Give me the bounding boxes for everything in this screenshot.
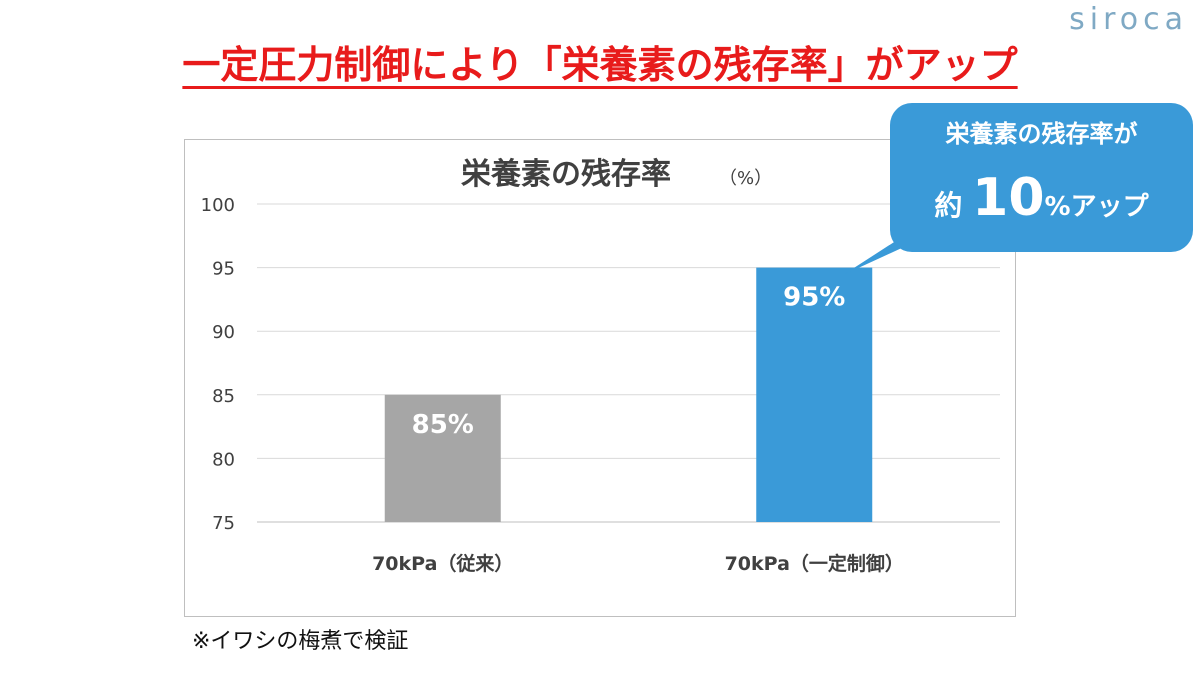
bar-2 — [756, 267, 873, 522]
x-axis: 70kPa（従来） 70kPa（一定制御） — [372, 552, 904, 575]
y-tick-label: 80 — [212, 449, 235, 470]
chart-title: 栄養素の残存率 — [461, 157, 671, 192]
callout-line2: 約 10%アップ — [890, 172, 1193, 224]
bars: 85% 95% — [384, 267, 873, 522]
callout-prefix: 約 — [934, 189, 963, 222]
bar-data-label: 85% — [412, 410, 474, 440]
footnote: ※イワシの梅煮で検証 — [192, 629, 409, 654]
bar-chart: 栄養素の残存率 （%） 75 80 85 90 95 100 85% 95% 70kPa（従… — [201, 157, 1000, 575]
callout-line1: 栄養素の残存率が — [945, 120, 1138, 148]
callout-bubble — [890, 103, 1193, 252]
y-tick-label: 90 — [212, 322, 235, 343]
bar-data-label: 95% — [783, 283, 845, 313]
y-tick-label: 95 — [212, 259, 235, 280]
chart-frame: 栄養素の残存率 （%） 75 80 85 90 95 100 85% 95% 70kPa（従… — [184, 139, 1016, 617]
y-tick-label: 75 — [212, 513, 235, 534]
callout-suffix: %アップ — [1044, 192, 1149, 222]
bar-1 — [384, 394, 501, 522]
headline: 一定圧力制御により「栄養素の残存率」がアップ — [0, 34, 1200, 89]
callout-number: 10 — [972, 168, 1045, 228]
grid-lines — [257, 203, 1000, 523]
brand-logo: siroca — [1069, 2, 1188, 37]
y-axis: 75 80 85 90 95 100 — [201, 195, 235, 534]
x-category-label: 70kPa（一定制御） — [725, 552, 904, 575]
x-category-label: 70kPa（従来） — [372, 552, 513, 575]
y-tick-label: 85 — [212, 386, 235, 407]
headline-text: 一定圧力制御により「栄養素の残存率」がアップ — [182, 43, 1018, 87]
y-tick-label: 100 — [201, 195, 235, 216]
chart-title-unit: （%） — [719, 168, 772, 189]
